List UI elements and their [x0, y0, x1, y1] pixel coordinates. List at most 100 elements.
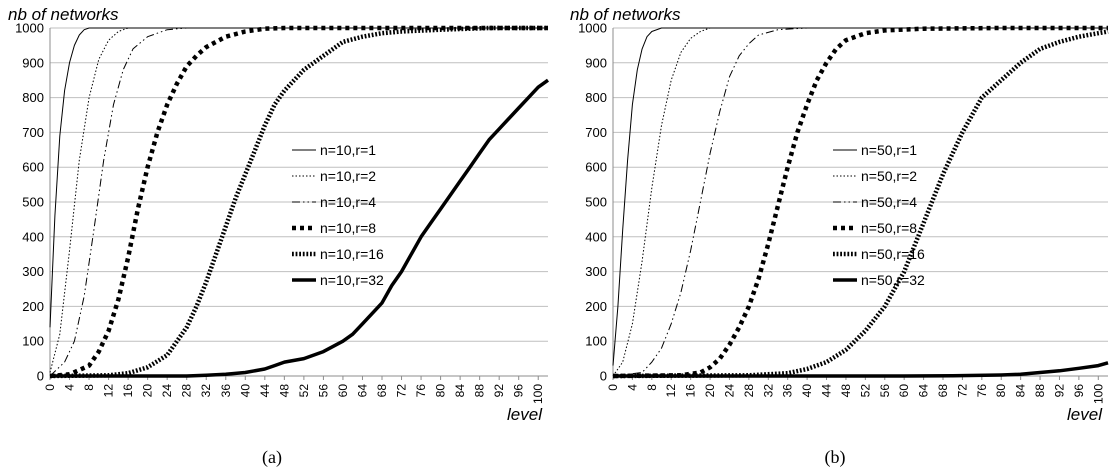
x-tick-label: 40 — [238, 384, 252, 398]
legend-label: n=50,r=2 — [861, 168, 917, 184]
y-tick-label: 200 — [22, 299, 44, 314]
y-tick-label: 700 — [585, 125, 607, 140]
x-tick-label: 60 — [336, 384, 350, 398]
y-tick-label: 1000 — [578, 21, 607, 36]
x-tick-label: 64 — [917, 384, 931, 398]
y-tick-label: 200 — [585, 299, 607, 314]
x-tick-label: 100 — [531, 384, 545, 404]
legend-label: n=10,r=2 — [320, 168, 376, 184]
legend-label: n=50,r=16 — [861, 246, 925, 262]
series-line-n-10-r-16 — [49, 25, 548, 379]
legend-label: n=50,r=8 — [861, 220, 917, 236]
y-tick-label: 0 — [600, 369, 607, 384]
x-tick-label: 8 — [645, 384, 659, 391]
y-tick-label: 900 — [22, 55, 44, 70]
x-tick-label: 52 — [297, 384, 311, 398]
y-tick-label: 800 — [22, 90, 44, 105]
x-tick-label: 28 — [180, 384, 194, 398]
series-line-n-10-r-2 — [49, 27, 548, 373]
x-axis-title: level — [507, 405, 543, 424]
y-tick-label: 600 — [22, 160, 44, 175]
x-tick-label: 12 — [664, 384, 678, 398]
y-tick-label: 300 — [22, 264, 44, 279]
x-tick-label: 76 — [975, 384, 989, 398]
x-tick-label: 88 — [473, 384, 487, 398]
x-tick-label: 36 — [781, 384, 795, 398]
x-tick-label: 80 — [434, 384, 448, 398]
x-tick-label: 56 — [878, 384, 892, 398]
x-tick-label: 80 — [994, 384, 1008, 398]
series-line-n-10-r-32 — [50, 78, 550, 378]
x-tick-label: 60 — [897, 384, 911, 398]
x-tick-label: 36 — [219, 384, 233, 398]
y-axis-title: nb of networks — [8, 5, 119, 24]
x-tick-label: 72 — [395, 384, 409, 398]
x-tick-label: 8 — [82, 384, 96, 391]
series-line-n-10-r-8 — [49, 25, 548, 379]
y-tick-label: 0 — [37, 369, 44, 384]
x-tick-label: 56 — [316, 384, 330, 398]
x-tick-label: 32 — [199, 384, 213, 398]
x-tick-label: 44 — [258, 384, 272, 398]
legend-label: n=10,r=16 — [320, 246, 384, 262]
panel-caption: (a) — [262, 447, 282, 468]
x-tick-label: 68 — [375, 384, 389, 398]
x-tick-label: 72 — [955, 384, 969, 398]
x-tick-label: 0 — [606, 384, 620, 391]
x-tick-label: 32 — [761, 384, 775, 398]
series-line-n-10-r-4 — [49, 27, 548, 377]
x-tick-label: 100 — [1091, 384, 1105, 404]
x-tick-label: 84 — [453, 384, 467, 398]
x-tick-label: 16 — [121, 384, 135, 398]
series-line-n-50-r-1 — [612, 27, 1108, 366]
y-tick-label: 100 — [22, 334, 44, 349]
x-tick-label: 96 — [512, 384, 526, 398]
x-tick-label: 96 — [1072, 384, 1086, 398]
y-tick-label: 400 — [585, 229, 607, 244]
x-tick-label: 24 — [722, 384, 736, 398]
series-line-n-50-r-32 — [613, 361, 1109, 378]
legend-label: n=50,r=4 — [861, 194, 917, 210]
x-tick-label: 4 — [625, 384, 639, 391]
x-tick-label: 4 — [63, 384, 77, 391]
x-tick-label: 28 — [742, 384, 756, 398]
legend-label: n=10,r=1 — [320, 142, 376, 158]
y-tick-label: 600 — [585, 160, 607, 175]
panel-caption: (b) — [825, 447, 846, 468]
x-tick-label: 92 — [1052, 384, 1066, 398]
series-line-n-50-r-8 — [612, 25, 1108, 379]
series-line-n-50-r-16 — [612, 29, 1109, 379]
x-tick-label: 92 — [492, 384, 506, 398]
x-tick-label: 40 — [800, 384, 814, 398]
y-tick-label: 700 — [22, 125, 44, 140]
y-tick-label: 400 — [22, 229, 44, 244]
x-tick-label: 44 — [820, 384, 834, 398]
legend-label: n=50,r=32 — [861, 272, 925, 288]
x-axis-title: level — [1067, 405, 1103, 424]
y-tick-label: 300 — [585, 264, 607, 279]
y-axis-title: nb of networks — [570, 5, 681, 24]
x-tick-label: 0 — [43, 384, 57, 391]
y-tick-label: 1000 — [15, 21, 44, 36]
series-line-n-10-r-1 — [49, 27, 548, 328]
legend-label: n=50,r=1 — [861, 142, 917, 158]
x-tick-label: 52 — [858, 384, 872, 398]
legend: n=10,r=1 n=10,r=2 n=10,r=4 n=10,r=8 n=10,r=1… — [292, 142, 384, 288]
x-tick-label: 20 — [703, 384, 717, 398]
x-tick-label: 48 — [277, 384, 291, 398]
y-tick-label: 500 — [585, 195, 607, 210]
x-tick-label: 20 — [141, 384, 155, 398]
x-tick-label: 68 — [936, 384, 950, 398]
y-tick-label: 800 — [585, 90, 607, 105]
series-line-n-50-r-2 — [612, 27, 1108, 377]
x-tick-label: 76 — [414, 384, 428, 398]
x-tick-label: 12 — [102, 384, 116, 398]
legend-label: n=10,r=32 — [320, 272, 384, 288]
series-line-n-50-r-4 — [612, 27, 1108, 377]
x-tick-label: 48 — [839, 384, 853, 398]
x-tick-label: 24 — [160, 384, 174, 398]
x-tick-label: 84 — [1014, 384, 1028, 398]
